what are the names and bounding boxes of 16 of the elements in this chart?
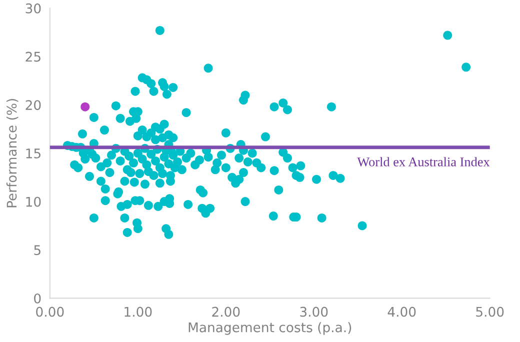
x-tick-label: 3.00 (300, 306, 328, 317)
y-tick-label: 30 (26, 3, 41, 14)
y-tick-label: 25 (26, 52, 40, 62)
y-tick-label: 10 (26, 196, 41, 207)
y-axis-title: Performance (%) (6, 99, 18, 208)
x-tick-label: 0.00 (36, 306, 64, 317)
y-tick-label: 15 (26, 148, 40, 158)
y-tick-label: 5 (34, 245, 40, 256)
x-tick-label: 5.00 (476, 306, 504, 317)
x-tick-label: 4.00 (388, 306, 416, 317)
x-axis-title: Management costs (p.a.) (188, 322, 352, 335)
ref-line-label: World ex Australia Index (357, 157, 490, 166)
x-tick-label: 1.00 (124, 306, 152, 317)
y-tick-label: 20 (26, 100, 41, 110)
x-tick-label: 2.00 (212, 306, 240, 317)
y-tick-label: 0 (34, 293, 41, 304)
